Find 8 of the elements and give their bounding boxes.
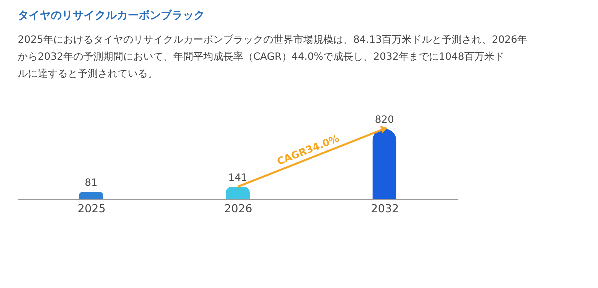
data-label: 81 [84, 178, 98, 190]
x-tick-label: 2032 [371, 202, 400, 216]
data-label: 141 [228, 172, 248, 184]
chart-title: タイヤのリサイクルカーボンブラック [18, 9, 205, 22]
data-label: 820 [375, 115, 394, 126]
x-tick-label: 2026 [224, 202, 252, 216]
chart-subtitle: 2025年におけるタイヤのリサイクルカーボンブラックの世界市場規模は、84.13百万米ドルと予測され、2026年から2032年の予測期間において、年間平均成長率（CAGR）44.0%で成長し、2032年までに1048百万米ドルに達すると予測されている。 [18, 34, 528, 80]
x-tick-label: 2025 [78, 202, 106, 216]
